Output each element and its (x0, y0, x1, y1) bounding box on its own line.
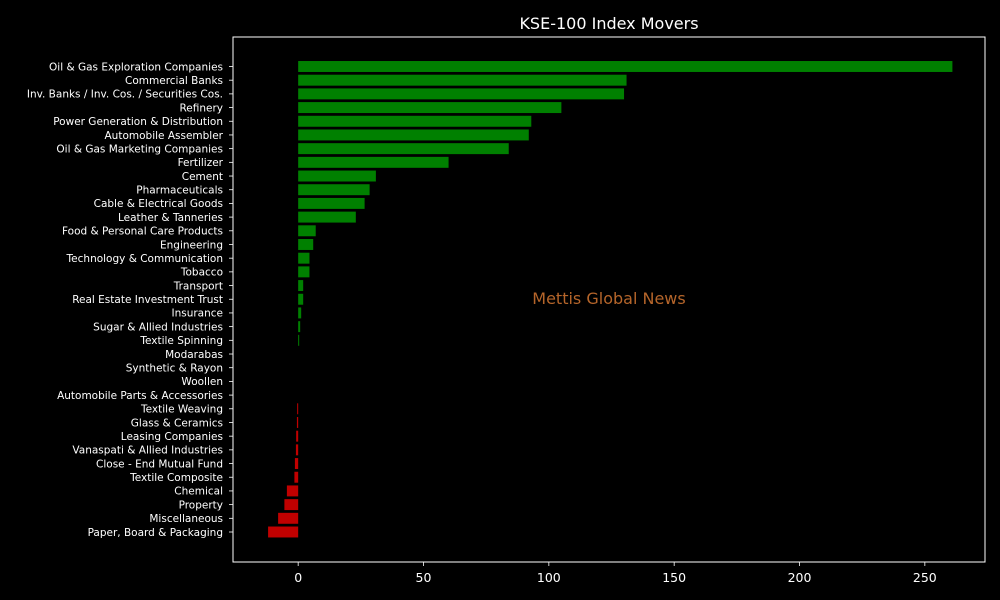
category-label: Leather & Tanneries (118, 212, 223, 224)
bar-10 (298, 197, 365, 209)
plot-frame (232, 36, 986, 563)
bar-0 (298, 61, 953, 72)
category-label: Refinery (179, 102, 223, 114)
category-label: Oil & Gas Exploration Companies (49, 61, 223, 73)
bar-17 (298, 293, 304, 305)
category-label: Leasing Companies (121, 431, 223, 443)
category-label: Paper, Board & Packaging (88, 527, 223, 539)
bar-25 (297, 403, 299, 415)
bar-32 (284, 499, 299, 511)
category-label: Commercial Banks (125, 75, 223, 87)
category-label: Synthetic & Rayon (126, 363, 223, 375)
bar-34 (268, 526, 299, 538)
bar-18 (298, 307, 302, 319)
category-label: Pharmaceuticals (136, 185, 223, 197)
x-axis: 0 50 100 150 200 250 (294, 562, 937, 585)
category-label: Oil & Gas Marketing Companies (56, 143, 223, 155)
x-tick-label: 100 (537, 570, 561, 585)
category-label: Insurance (171, 308, 223, 320)
category-labels-group: Oil & Gas Exploration Companies Commercia… (27, 61, 233, 539)
category-label: Woollen (181, 376, 223, 388)
category-label: Automobile Parts & Accessories (57, 390, 223, 402)
bar-1 (298, 74, 627, 86)
bar-3 (298, 102, 562, 114)
category-label: Glass & Ceramics (131, 417, 223, 429)
x-tick-label: 200 (788, 570, 812, 585)
category-label: Power Generation & Distribution (53, 116, 223, 128)
bar-6 (298, 143, 509, 155)
category-label: Textile Spinning (139, 335, 223, 347)
category-label: Chemical (174, 486, 223, 498)
x-tick-label: 250 (913, 570, 937, 585)
category-label: Inv. Banks / Inv. Cos. / Securities Cos. (27, 89, 223, 101)
bar-27 (296, 430, 299, 442)
bars-group (268, 61, 953, 538)
category-label: Textile Weaving (140, 404, 223, 416)
bar-20 (298, 334, 300, 346)
category-label: Sugar & Allied Industries (93, 321, 223, 333)
category-label: Automobile Assembler (105, 130, 224, 142)
bar-14 (298, 252, 310, 264)
bar-4 (298, 115, 532, 127)
category-label: Fertilizer (178, 157, 224, 169)
bar-13 (298, 239, 314, 250)
bar-12 (298, 225, 316, 237)
category-label: Cable & Electrical Goods (94, 198, 223, 210)
bar-8 (298, 170, 376, 182)
bar-7 (298, 156, 449, 168)
category-label: Close - End Mutual Fund (96, 458, 223, 470)
bar-31 (286, 485, 299, 497)
x-tick-label: 150 (662, 570, 686, 585)
bar-28 (295, 444, 299, 456)
category-label: Textile Composite (129, 472, 223, 484)
category-label: Modarabas (165, 349, 223, 361)
x-tick-label: 50 (416, 570, 432, 585)
bar-5 (298, 129, 529, 141)
bar-16 (298, 280, 304, 292)
category-label: Tobacco (180, 267, 223, 279)
bar-15 (298, 266, 310, 278)
bar-29 (294, 458, 299, 470)
category-label: Engineering (160, 239, 223, 251)
bar-33 (278, 512, 299, 524)
bar-2 (298, 88, 625, 100)
category-label: Real Estate Investment Trust (72, 294, 223, 306)
bar-11 (298, 211, 356, 223)
chart-title: KSE-100 Index Movers (519, 14, 698, 33)
category-label: Vanaspati & Allied Industries (72, 445, 223, 457)
watermark-text: Mettis Global News (532, 289, 685, 308)
bar-9 (298, 184, 370, 196)
bar-26 (296, 416, 299, 428)
category-label: Food & Personal Care Products (62, 226, 223, 238)
category-label: Cement (182, 171, 223, 183)
category-label: Transport (173, 280, 223, 292)
bar-30 (294, 471, 299, 483)
category-label: Property (179, 499, 223, 511)
category-label: Technology & Communication (66, 253, 223, 265)
x-tick-label: 0 (294, 570, 302, 585)
category-label: Miscellaneous (149, 513, 223, 525)
bar-19 (298, 321, 301, 333)
